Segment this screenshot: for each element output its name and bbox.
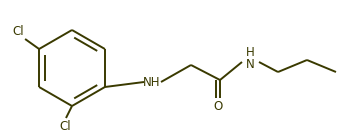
Text: O: O [213, 100, 223, 113]
Text: NH: NH [143, 75, 161, 89]
Text: Cl: Cl [12, 25, 24, 38]
Text: H
N: H N [246, 45, 254, 71]
Text: Cl: Cl [59, 120, 71, 133]
